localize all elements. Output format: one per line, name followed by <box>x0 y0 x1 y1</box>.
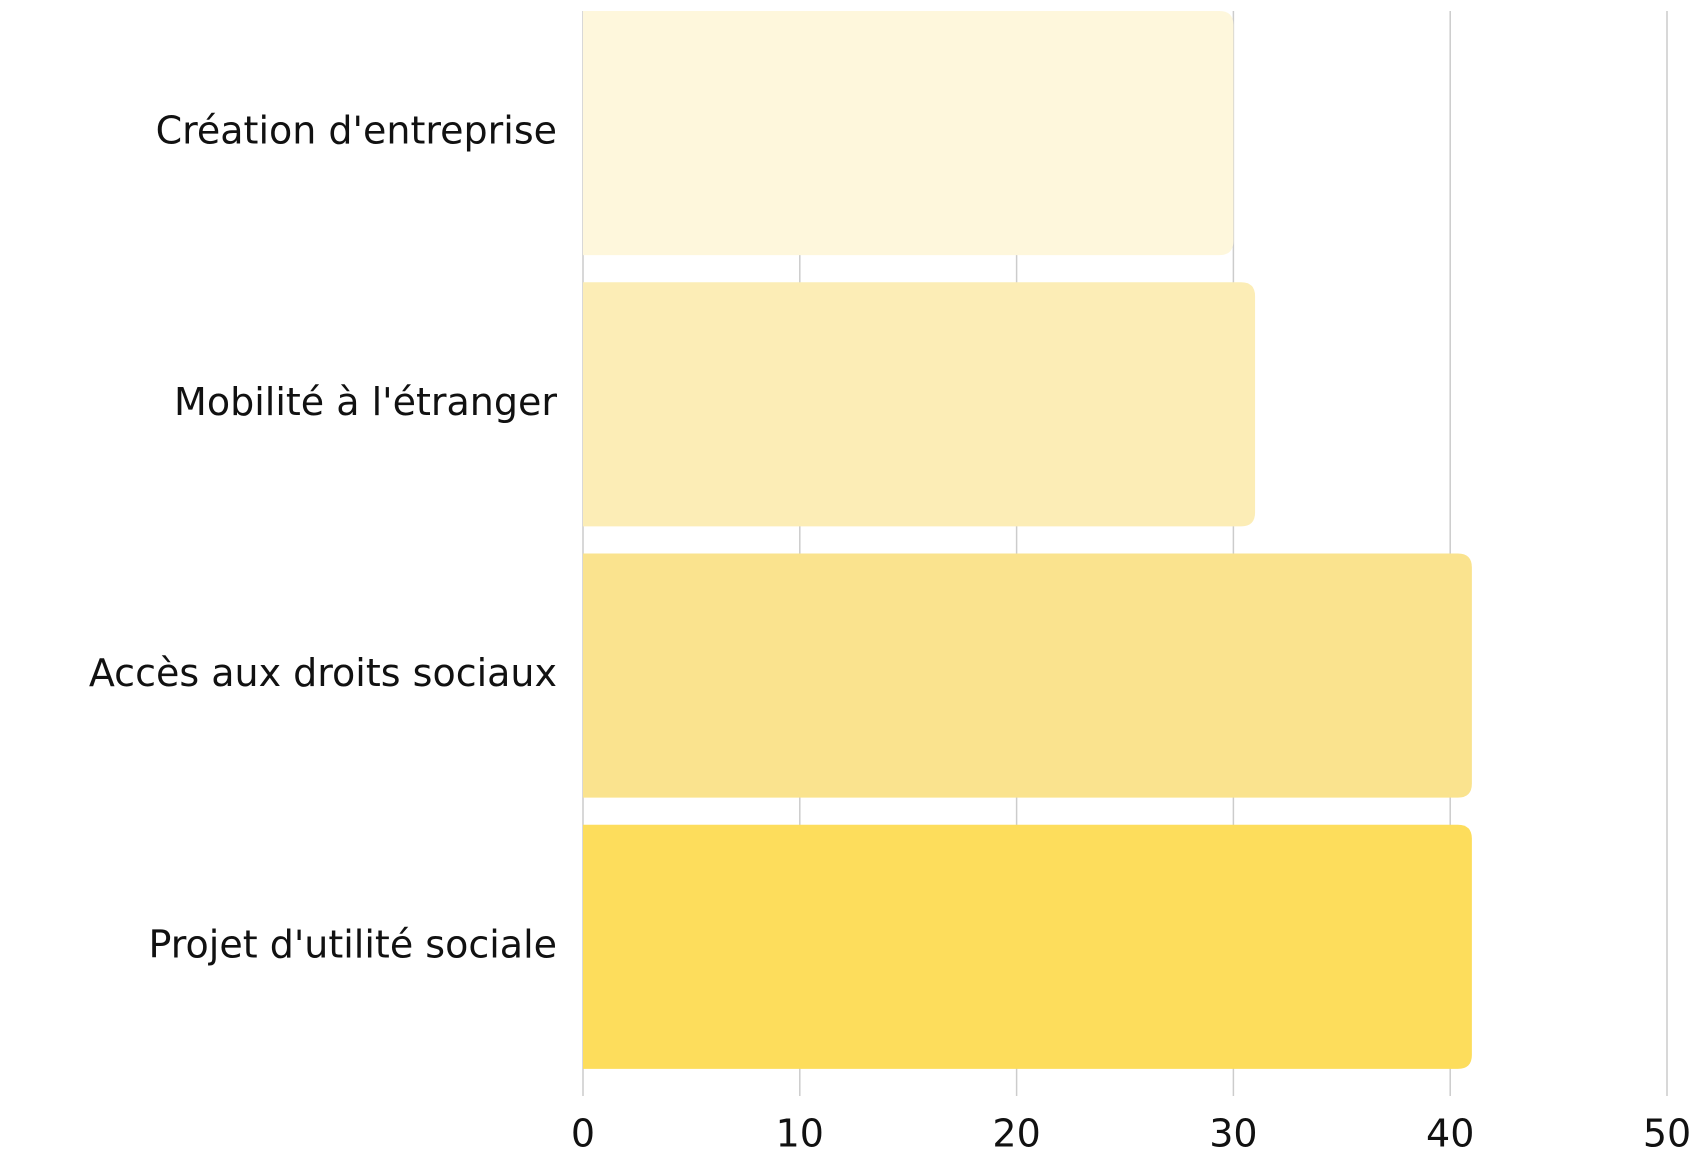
bar <box>583 282 1256 527</box>
y-tick-label: Projet d'utilité sociale <box>149 922 558 966</box>
x-tick-label: 40 <box>1426 1112 1474 1154</box>
y-tick-label: Accès aux droits sociaux <box>89 651 557 695</box>
x-tick-label: 20 <box>992 1112 1040 1154</box>
x-tick-label: 0 <box>571 1112 595 1154</box>
x-tick-label: 30 <box>1209 1112 1257 1154</box>
y-tick-label: Mobilité à l'étranger <box>174 380 557 424</box>
y-tick-label: Création d'entreprise <box>156 109 557 153</box>
x-tick-label: 10 <box>776 1112 824 1154</box>
x-tick-label: 50 <box>1643 1112 1691 1154</box>
bar <box>583 11 1234 256</box>
bar <box>583 824 1472 1069</box>
bar <box>583 553 1472 798</box>
